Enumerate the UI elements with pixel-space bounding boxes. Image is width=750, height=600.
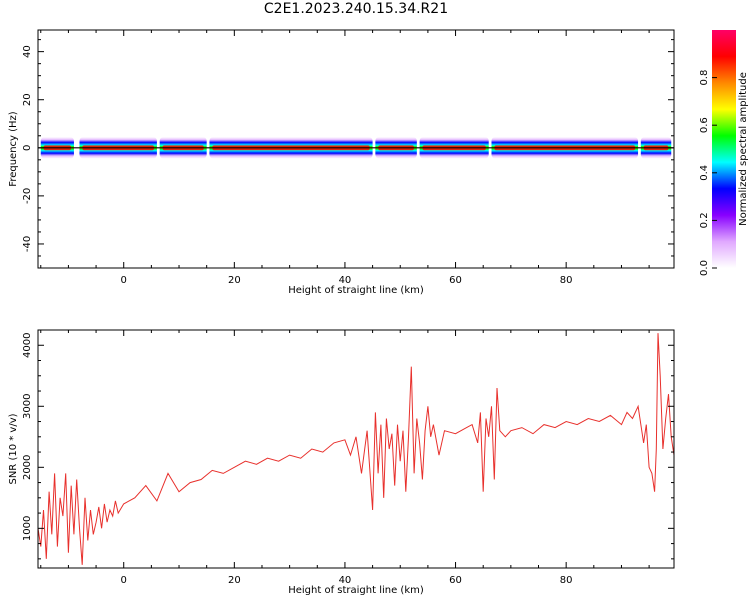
y-tick-label: 1000 [22, 516, 33, 541]
spectrogram-x-axis-label: Height of straight line (km) [288, 285, 424, 296]
colorbar-gradient [712, 30, 736, 268]
y-tick-label: -40 [22, 236, 33, 252]
y-tick-label: 0 [22, 145, 33, 151]
snr-x-ticks: 0 20 40 60 80 [40, 330, 650, 586]
x-tick-label: 60 [449, 275, 462, 286]
x-tick-label: 0 [121, 575, 127, 586]
colorbar: 0.0 0.2 0.4 0.6 0.8 Normalized spectral ampl… [699, 30, 749, 276]
colorbar-label: Normalized spectral amplitude [738, 72, 749, 226]
snr-frame [37, 329, 675, 569]
x-tick-label: 60 [449, 575, 462, 586]
colorbar-tick-label: 0.8 [699, 70, 710, 86]
snr-y-ticks: 1000 2000 3000 4000 [22, 329, 674, 560]
x-tick-label: 20 [228, 575, 241, 586]
colorbar-tick-label: 0.2 [699, 212, 710, 228]
snr-series-line [38, 333, 674, 565]
x-tick-label: 20 [228, 275, 241, 286]
colorbar-tick-label: 0.0 [699, 260, 710, 276]
snr-y-axis-label: SNR (10 * v/v) [8, 413, 19, 484]
y-tick-label: 20 [22, 93, 33, 106]
x-tick-label: 40 [339, 275, 352, 286]
y-tick-label: 4000 [22, 333, 33, 358]
snr-panel: 0 20 40 60 80 1000 2000 3000 4000 Height of str… [8, 329, 675, 596]
y-tick-label: -20 [22, 188, 33, 204]
y-tick-label: 3000 [22, 394, 33, 419]
spectrogram-panel: 0 20 40 60 80 -40 -20 0 20 40 Height of straight… [8, 29, 675, 296]
figure-title: C2E1.2023.240.15.34.R21 [263, 1, 449, 17]
colorbar-tick-label: 0.6 [699, 117, 710, 133]
spectrogram-y-axis-label: Frequency (Hz) [8, 111, 19, 187]
snr-x-axis-label: Height of straight line (km) [288, 585, 424, 596]
spectrogram-frame [37, 29, 675, 269]
spectrogram-x-ticks: 0 20 40 60 80 [40, 30, 650, 286]
x-tick-label: 80 [560, 275, 573, 286]
x-tick-label: 80 [560, 575, 573, 586]
y-tick-label: 40 [22, 45, 33, 58]
x-tick-label: 0 [121, 275, 127, 286]
colorbar-ticks: 0.0 0.2 0.4 0.6 0.8 [699, 70, 717, 276]
colorbar-tick-label: 0.4 [699, 165, 710, 181]
y-tick-label: 2000 [22, 455, 33, 480]
spectrogram-y-ticks: -40 -20 0 20 40 [22, 39, 674, 269]
x-tick-label: 40 [339, 575, 352, 586]
